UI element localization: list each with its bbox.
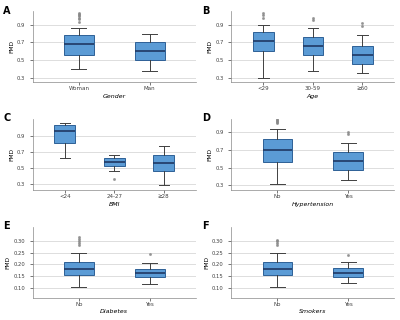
PathPatch shape	[135, 269, 165, 277]
PathPatch shape	[64, 262, 94, 275]
Text: D: D	[202, 113, 210, 123]
PathPatch shape	[302, 37, 323, 55]
PathPatch shape	[253, 32, 274, 51]
PathPatch shape	[64, 35, 94, 55]
PathPatch shape	[153, 155, 174, 171]
Text: C: C	[3, 113, 11, 123]
Y-axis label: FMD: FMD	[6, 255, 10, 268]
X-axis label: Smokers: Smokers	[299, 309, 326, 315]
X-axis label: BMI: BMI	[108, 202, 120, 207]
PathPatch shape	[334, 268, 363, 277]
X-axis label: Gender: Gender	[103, 94, 126, 99]
PathPatch shape	[352, 46, 373, 64]
Y-axis label: FMD: FMD	[9, 148, 14, 161]
Text: E: E	[3, 221, 10, 231]
PathPatch shape	[135, 42, 165, 60]
Text: B: B	[202, 6, 209, 16]
Y-axis label: FMD: FMD	[208, 40, 212, 53]
PathPatch shape	[54, 125, 75, 143]
Y-axis label: FMD: FMD	[204, 255, 209, 268]
Text: A: A	[3, 6, 11, 16]
PathPatch shape	[104, 158, 125, 166]
X-axis label: Diabetes: Diabetes	[100, 309, 128, 315]
Text: F: F	[202, 221, 208, 231]
PathPatch shape	[334, 152, 363, 170]
PathPatch shape	[262, 139, 292, 163]
Y-axis label: FMD: FMD	[208, 148, 212, 161]
X-axis label: Hypertension: Hypertension	[292, 202, 334, 207]
X-axis label: Age: Age	[307, 94, 319, 99]
Y-axis label: FMD: FMD	[9, 40, 14, 53]
PathPatch shape	[262, 262, 292, 275]
